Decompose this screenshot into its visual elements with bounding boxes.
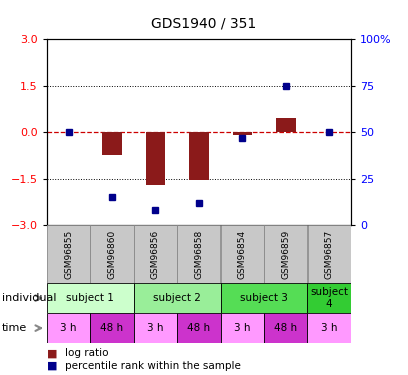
Bar [146, 132, 165, 185]
Text: log ratio: log ratio [65, 348, 109, 358]
Text: 48 h: 48 h [274, 323, 297, 333]
Bar [134, 313, 177, 343]
Text: GDS1940 / 351: GDS1940 / 351 [151, 17, 257, 31]
Bar [47, 283, 134, 313]
Text: 3 h: 3 h [234, 323, 251, 333]
Text: GSM96854: GSM96854 [238, 230, 247, 279]
Text: ■: ■ [47, 348, 58, 358]
Text: time: time [2, 323, 27, 333]
Bar [102, 132, 122, 155]
Bar [90, 313, 134, 343]
Bar [134, 283, 221, 313]
Bar [134, 225, 177, 283]
Text: 3 h: 3 h [60, 323, 77, 333]
Bar [221, 225, 264, 283]
Text: percentile rank within the sample: percentile rank within the sample [65, 361, 241, 370]
Bar [177, 313, 221, 343]
Text: 3 h: 3 h [147, 323, 164, 333]
Bar [47, 313, 90, 343]
Text: GSM96858: GSM96858 [194, 230, 204, 279]
Bar [91, 225, 134, 283]
Bar [189, 132, 208, 180]
Text: GSM96855: GSM96855 [64, 230, 73, 279]
Bar [308, 225, 351, 283]
Text: 3 h: 3 h [321, 323, 337, 333]
Bar [264, 225, 307, 283]
Bar [221, 283, 308, 313]
Bar [308, 283, 351, 313]
Bar [221, 313, 264, 343]
Bar [47, 225, 90, 283]
Text: 48 h: 48 h [187, 323, 211, 333]
Bar [276, 118, 295, 132]
Bar [177, 225, 220, 283]
Bar [308, 313, 351, 343]
Text: subject 3: subject 3 [240, 293, 288, 303]
Text: GSM96857: GSM96857 [325, 230, 334, 279]
Text: subject 1: subject 1 [67, 293, 114, 303]
Text: subject
4: subject 4 [310, 287, 348, 309]
Text: individual: individual [2, 293, 57, 303]
Text: GSM96859: GSM96859 [281, 230, 290, 279]
Bar [233, 132, 252, 135]
Text: 48 h: 48 h [100, 323, 124, 333]
Text: GSM96856: GSM96856 [151, 230, 160, 279]
Text: subject 2: subject 2 [153, 293, 201, 303]
Text: GSM96860: GSM96860 [108, 230, 117, 279]
Bar [264, 313, 308, 343]
Text: ■: ■ [47, 361, 58, 370]
